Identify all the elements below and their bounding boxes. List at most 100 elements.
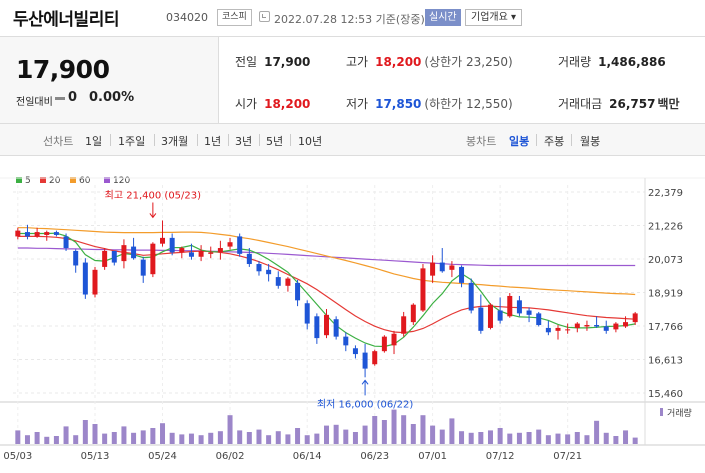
volume-bar [304, 435, 310, 444]
candle-body [497, 310, 503, 321]
candle-body [324, 314, 329, 336]
candle-body [430, 262, 436, 276]
x-tick-label: 05/24 [148, 451, 177, 462]
amount-value: 26,757 [609, 97, 656, 111]
volume-bar [102, 433, 108, 444]
candle-body [82, 262, 88, 295]
candle-body [468, 282, 474, 311]
candle-body [507, 295, 513, 317]
candle-body [372, 351, 378, 365]
volume-bar [150, 428, 156, 444]
candle-body [314, 316, 320, 339]
volume-bar [526, 432, 532, 444]
ma60-line [17, 227, 636, 296]
tab-divider [290, 134, 291, 146]
tab-3year[interactable]: 3년 [235, 135, 253, 148]
candle-body [160, 237, 166, 244]
high-value: 18,200 [375, 55, 422, 69]
tab-divider [110, 134, 111, 146]
candle-body [92, 269, 98, 295]
candle-body [53, 232, 59, 235]
candle-body [188, 252, 194, 257]
tab-divider [154, 134, 155, 146]
volume-bar [15, 430, 21, 444]
candle-body [613, 323, 619, 330]
tab-10year[interactable]: 10년 [298, 135, 323, 148]
volume-bar [179, 434, 185, 444]
candle-body [285, 278, 291, 286]
y-tick-label: 17,766 [648, 322, 683, 333]
volume-bar [198, 435, 204, 444]
volume-bar [401, 415, 407, 444]
volume-bar [208, 432, 214, 444]
company-info-dropdown[interactable]: 기업개요 ▾ [465, 9, 522, 26]
volume-bar [266, 435, 272, 444]
quote-datetime: 2022.07.28 12:53 기준(장중) [274, 13, 425, 26]
tab-daily-candle[interactable]: 일봉 [509, 135, 530, 148]
x-tick-label: 06/23 [360, 451, 389, 462]
tab-1year[interactable]: 1년 [204, 135, 222, 148]
stat-high: 고가 18,200 (상한가 23,250) [346, 53, 513, 70]
candle-body [420, 268, 426, 311]
candle-body [603, 326, 609, 331]
volume-bar [430, 425, 436, 444]
volume-bar [439, 429, 445, 444]
volume-bar [372, 416, 378, 444]
volume-bar [516, 432, 522, 444]
open-value: 18,200 [264, 97, 311, 111]
y-tick-label: 18,919 [648, 289, 683, 300]
volume-bar [73, 435, 79, 444]
tab-divider [228, 134, 229, 146]
volume-label: 거래량 [558, 55, 592, 69]
legend-ma60: 60 [70, 176, 90, 186]
candle-body [217, 248, 223, 253]
candle-body [449, 265, 455, 270]
y-tick-label: 20,073 [648, 255, 683, 266]
change-label: 전일대비 [16, 97, 53, 108]
legend-swatch [70, 177, 76, 183]
y-tick-label: 21,226 [648, 221, 683, 232]
volume-bar [478, 432, 484, 444]
volume-bar [381, 420, 387, 444]
volume-bar [34, 432, 40, 444]
candle-body [140, 259, 146, 276]
realtime-button[interactable]: 실시간 [425, 9, 461, 26]
volume-bar [536, 429, 542, 444]
volume-bar [545, 435, 551, 444]
tab-3month[interactable]: 3개월 [161, 135, 189, 148]
candle-body [410, 304, 416, 323]
current-price-box: 17,900 전일대비 0 0.00% [0, 36, 218, 123]
candle-body [594, 325, 600, 327]
volume-legend-label: 거래량 [667, 407, 692, 419]
amount-label: 거래대금 [558, 97, 603, 111]
candle-body [439, 262, 445, 272]
tab-1week[interactable]: 1주일 [118, 135, 146, 148]
tab-weekly-candle[interactable]: 주봉 [544, 135, 565, 148]
volume-bar [217, 431, 223, 444]
volume-bar [237, 430, 243, 444]
tab-divider [571, 134, 572, 146]
stat-low: 저가 17,850 (하한가 12,550) [346, 95, 513, 112]
low-annotation: 최저 16,000 (06/22) [317, 398, 413, 410]
candle-body [169, 237, 175, 253]
tab-monthly-candle[interactable]: 월봉 [580, 135, 601, 148]
candle-body [111, 250, 117, 263]
candle-body [352, 348, 358, 355]
low-arrow-icon [361, 379, 369, 396]
candle-body [179, 248, 185, 253]
tab-5year[interactable]: 5년 [266, 135, 284, 148]
volume-bar [295, 428, 301, 444]
low-value: 17,850 [375, 97, 422, 111]
candle-body [150, 243, 156, 275]
candle-body [275, 277, 281, 286]
volume-bar [574, 432, 580, 444]
candle-body [63, 236, 69, 249]
tab-divider [197, 134, 198, 146]
candle-body [623, 322, 629, 327]
x-tick-label: 05/03 [3, 451, 32, 462]
high-label: 고가 [346, 55, 369, 69]
tab-1day[interactable]: 1일 [85, 135, 103, 148]
volume-bar [352, 432, 358, 444]
volume-bar [603, 432, 609, 444]
volume-bar [632, 437, 638, 444]
